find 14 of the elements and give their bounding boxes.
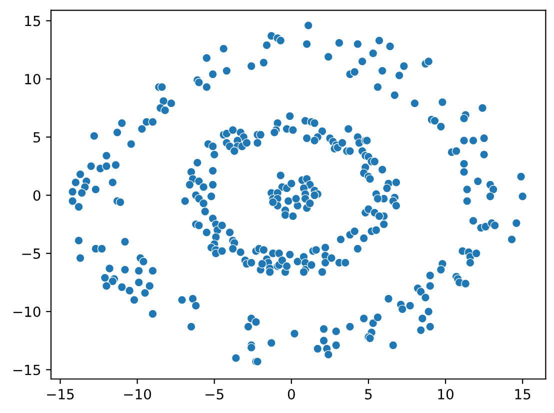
x-tick-label: −15: [47, 389, 74, 400]
y-tick-label: 15: [25, 16, 40, 26]
x-tick-label: −5: [206, 389, 224, 400]
x-tick-label: 15: [515, 389, 530, 400]
y-tick-label: −10: [13, 306, 40, 318]
y-tick-label: 5: [34, 132, 40, 143]
y-tick-label: −15: [13, 364, 40, 376]
y-tick-label: 0: [33, 190, 40, 201]
x-tick-label: 10: [438, 388, 454, 400]
y-tick-label: −5: [22, 248, 40, 259]
x-tick-label: 5: [365, 389, 372, 400]
y-tick-label: 10: [25, 74, 40, 84]
x-tick-label: 0: [288, 388, 295, 400]
x-tick-label: −10: [124, 388, 152, 400]
